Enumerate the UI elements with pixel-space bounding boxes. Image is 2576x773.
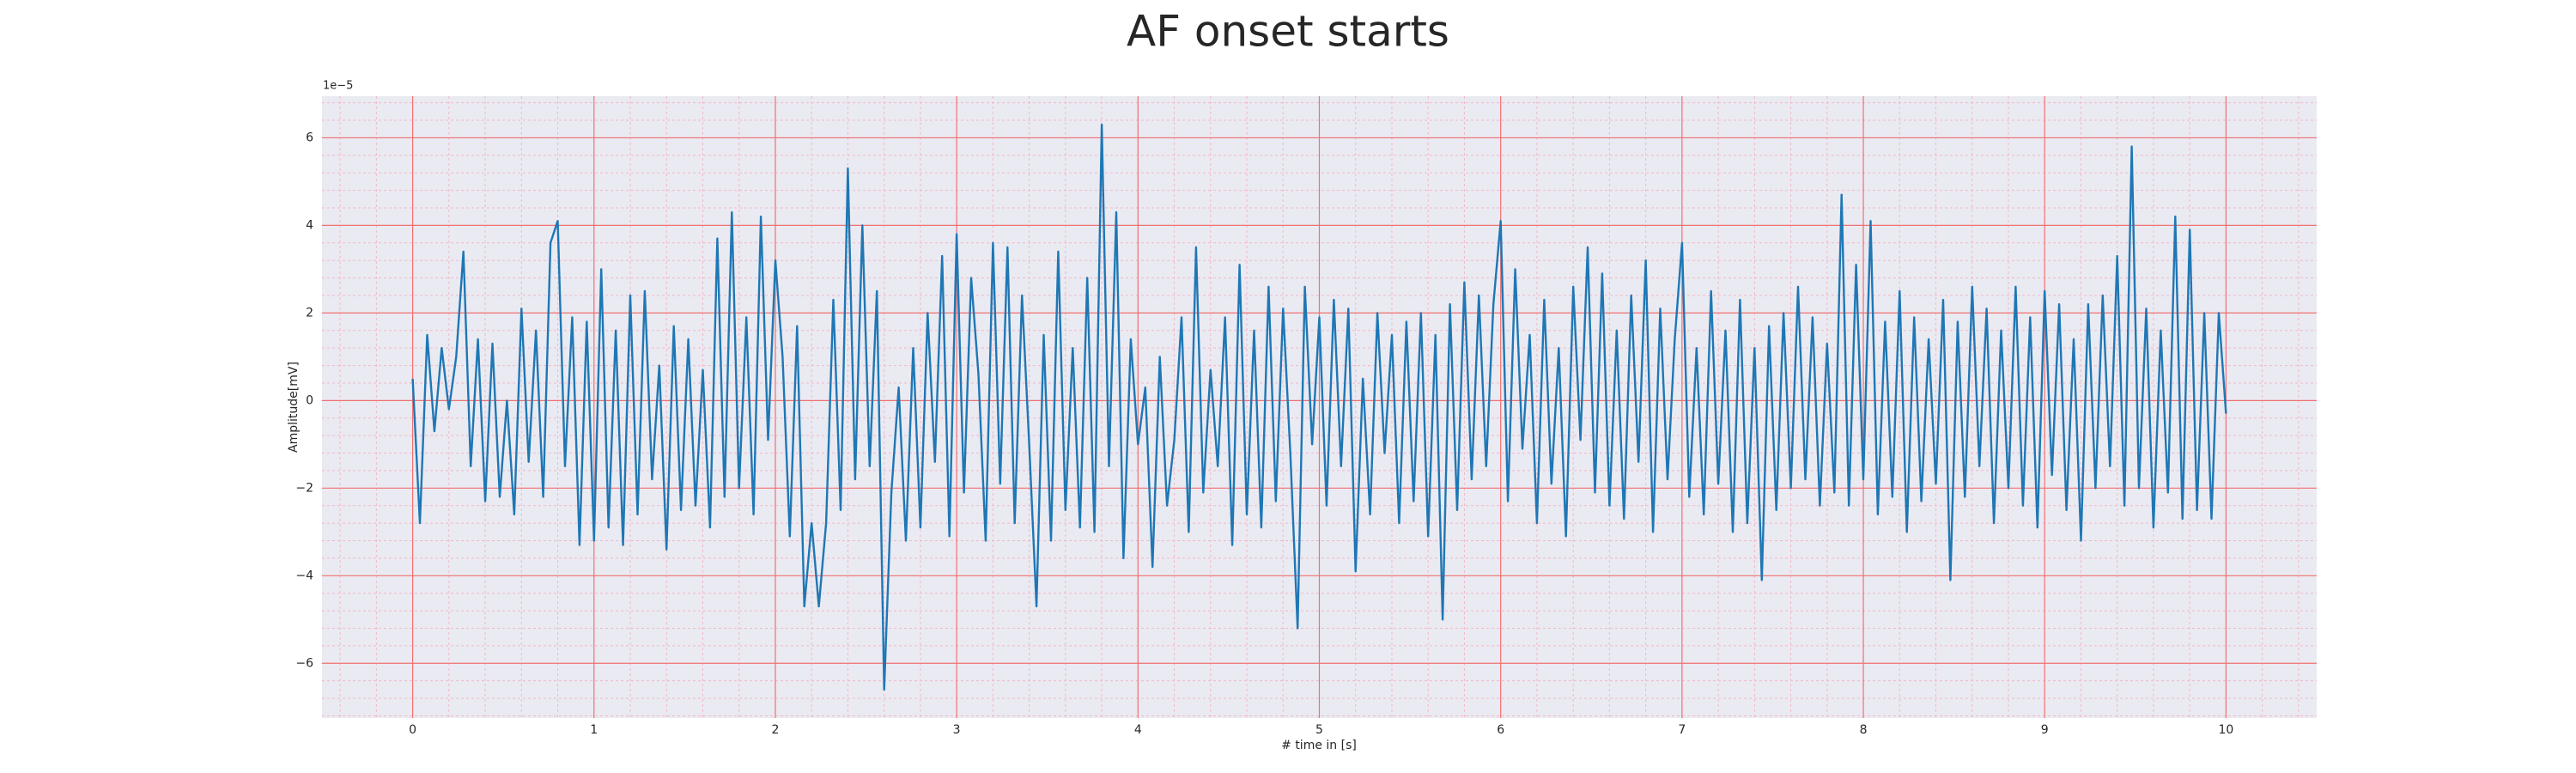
y-tick-label: 4 [306,218,313,232]
x-tick-label: 0 [409,723,416,737]
y-offset-label: 1e−5 [323,80,353,93]
x-tick-label: 5 [1315,723,1323,737]
x-axis-label: # time in [s] [1281,739,1357,752]
y-tick-label: −2 [295,481,313,495]
x-tick-label: 8 [1860,723,1868,737]
x-tick-label: 7 [1678,723,1686,737]
chart-title: AF onset starts [1127,7,1449,57]
y-tick-label: 0 [306,393,313,407]
y-tick-label: −4 [295,569,313,582]
y-tick-label: 2 [306,306,313,320]
x-tick-label: 2 [771,723,779,737]
x-tick-label: 6 [1497,723,1504,737]
y-tick-label: −6 [295,656,313,670]
x-tick-label: 1 [590,723,598,737]
x-tick-label: 9 [2041,723,2049,737]
x-tick-label: 10 [2218,723,2233,737]
x-tick-label: 3 [953,723,961,737]
y-tick-label: 6 [306,131,313,144]
signal-line [411,123,2227,691]
y-axis-label: Amplitude[mV] [287,362,301,453]
x-tick-label: 4 [1134,723,1142,737]
